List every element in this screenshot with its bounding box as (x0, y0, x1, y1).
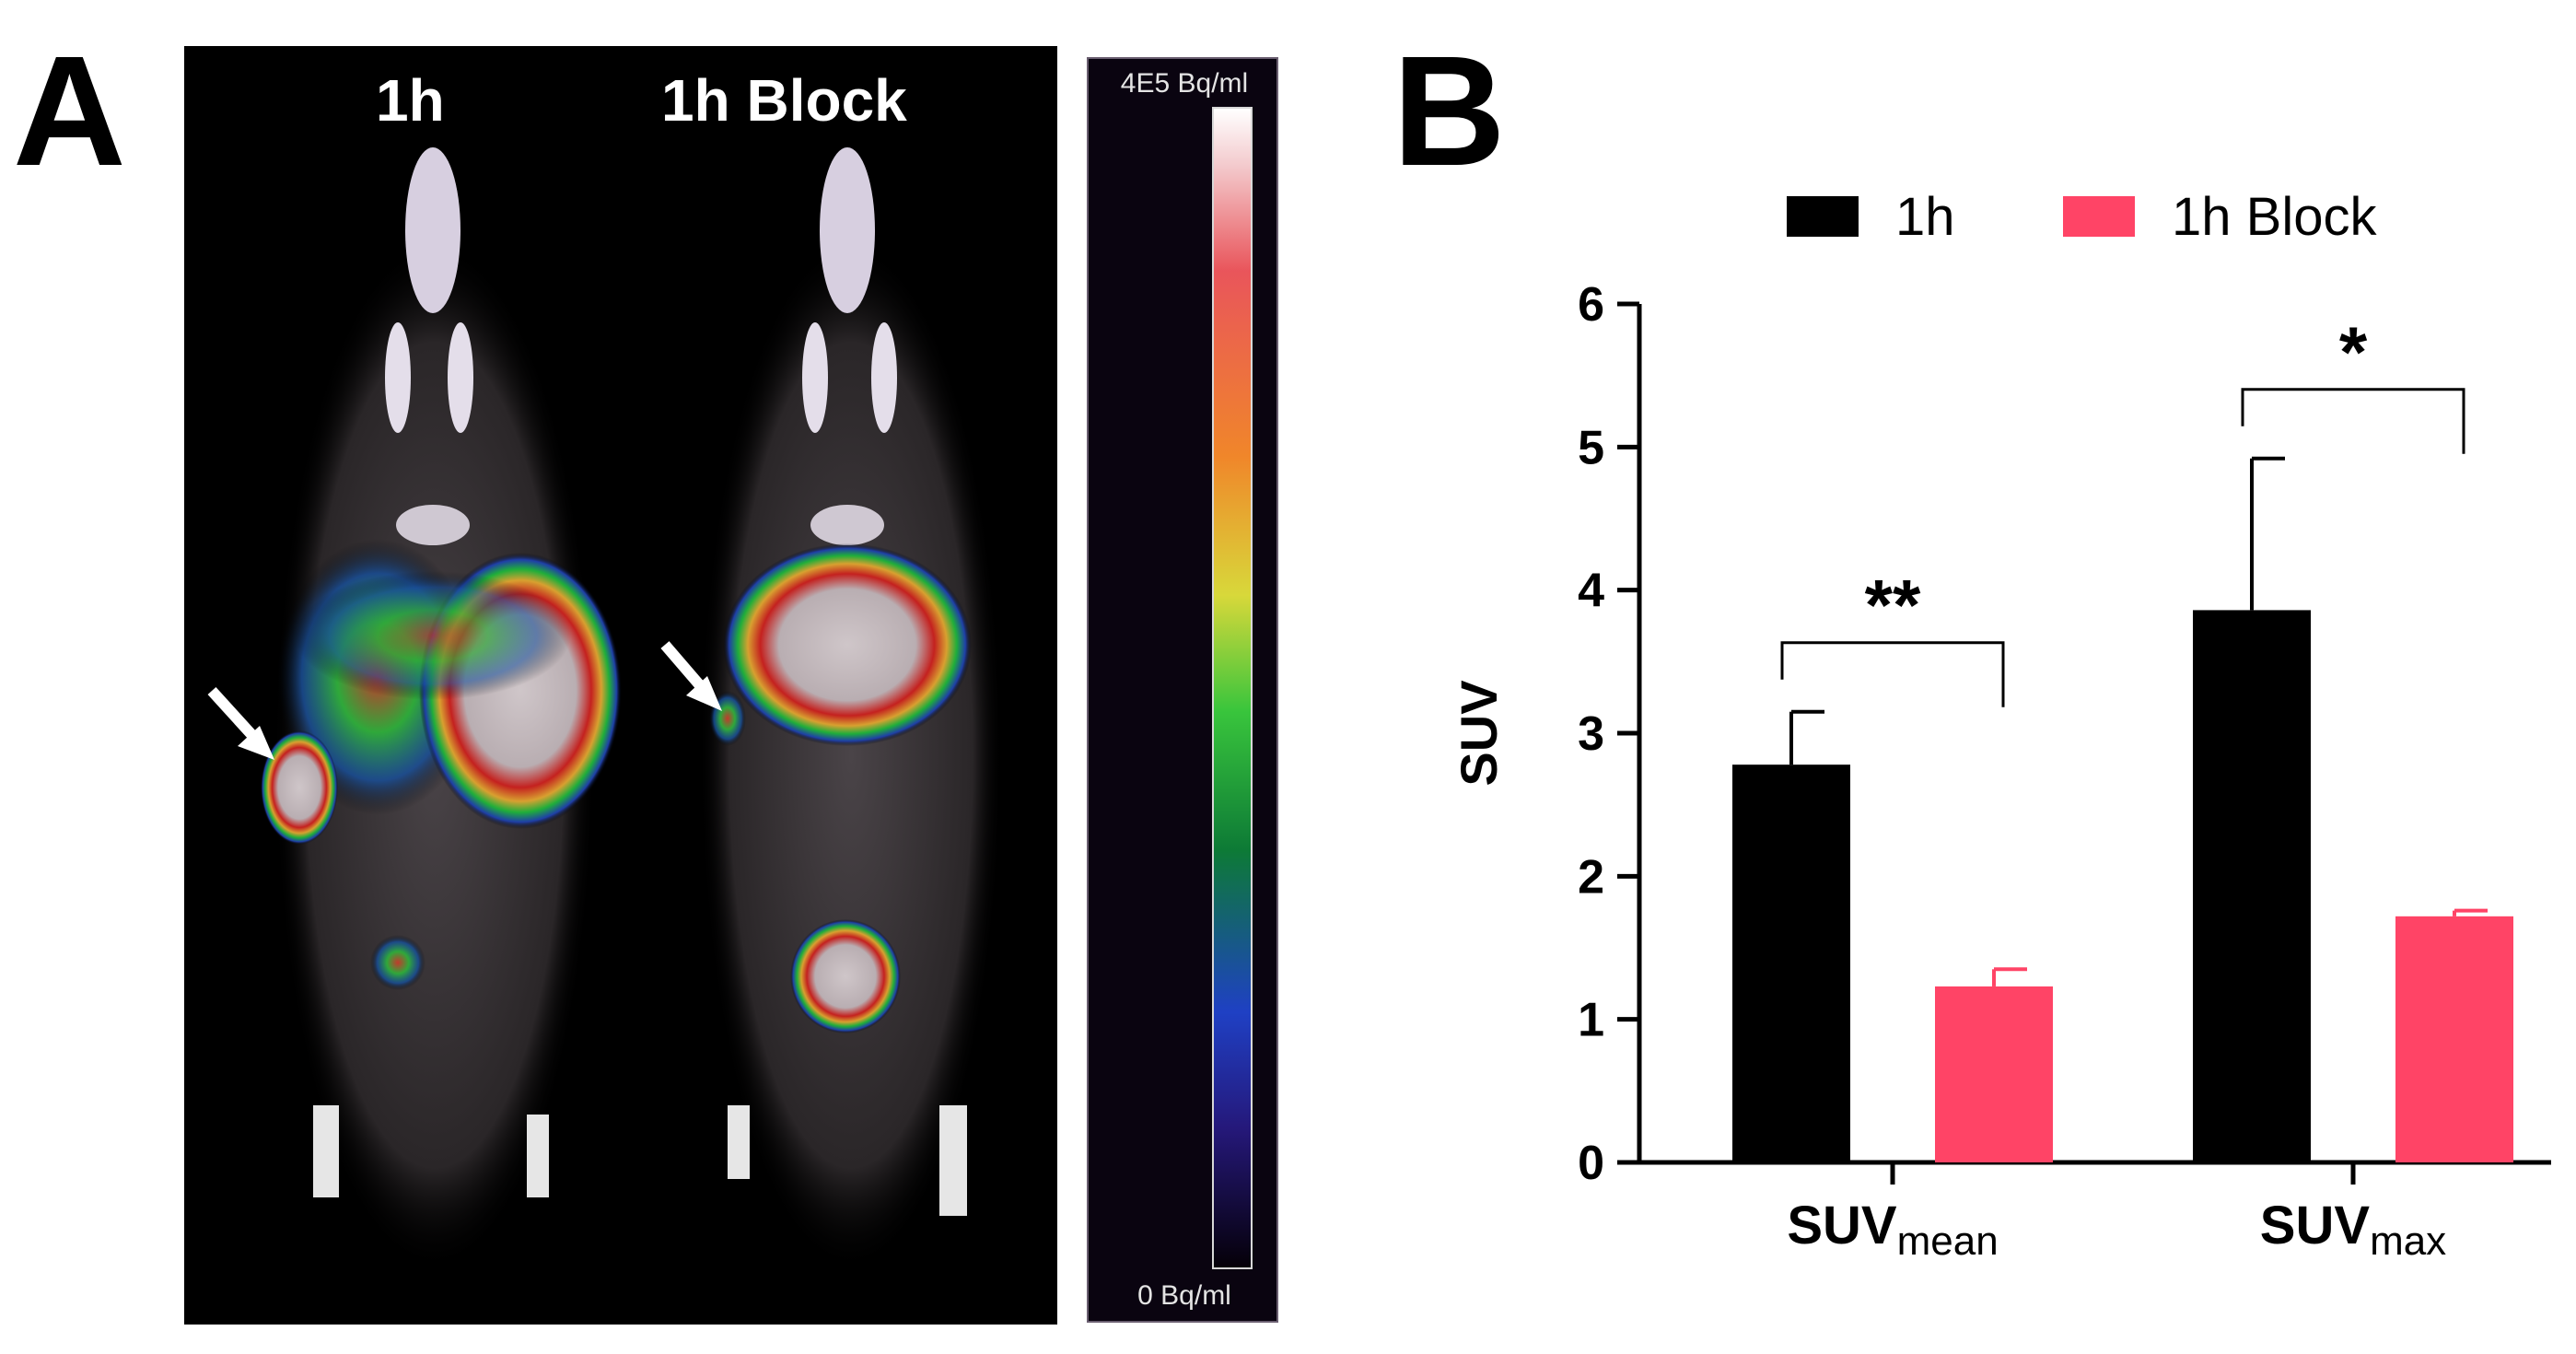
y-axis-label: SUV (1450, 680, 1508, 786)
scale-min-label: 0 Bq/ml (1137, 1280, 1231, 1311)
y-tick-label: 1 (1578, 994, 1604, 1047)
mouse-left-scan (261, 147, 622, 1271)
y-tick-label: 3 (1578, 707, 1604, 761)
mouse-right-scan (699, 147, 1003, 1271)
x-tick-label: SUVmean (1787, 1196, 1998, 1264)
suv-bar-chart: 0 1 2 3 4 5 6 SUV SUVmean ** SUVmax * 1h 1h Block (1450, 187, 2551, 1264)
panel-label-b: B (1393, 24, 1506, 199)
legend-label: 1h (1895, 187, 1955, 247)
image-label-1h: 1h (376, 67, 445, 134)
panel-label-a: A (13, 24, 126, 199)
color-scale-bar (1212, 107, 1253, 1269)
y-tick-label: 2 (1578, 850, 1604, 904)
x-tick-label: SUVmax (2260, 1196, 2446, 1264)
white-arrow-icon (660, 641, 722, 711)
scale-max-label: 4E5 Bq/ml (1120, 68, 1249, 99)
pet-ct-image: 1h 1h Block (184, 46, 1057, 1325)
legend-swatch (1787, 196, 1859, 237)
white-arrow-icon (207, 686, 274, 760)
y-tick-label: 4 (1578, 565, 1604, 618)
y-tick-label: 6 (1578, 278, 1604, 332)
bar-1h (2193, 610, 2311, 1162)
legend-swatch (2063, 196, 2135, 237)
y-tick-label: 0 (1578, 1137, 1604, 1190)
significance-bracket (2241, 388, 2465, 454)
y-tick-label: 5 (1578, 421, 1604, 474)
image-label-1h-block: 1h Block (661, 67, 907, 134)
color-scale: 4E5 Bq/ml 0 Bq/ml (1087, 57, 1278, 1323)
bar-1h-block (1935, 986, 2053, 1162)
bar-1h (1732, 765, 1850, 1162)
significance-marker: ** (1865, 565, 1921, 646)
bar-1h-block (2395, 916, 2513, 1162)
significance-marker: * (2339, 311, 2368, 392)
legend-label: 1h Block (2172, 187, 2377, 247)
significance-bracket (1780, 641, 2005, 707)
